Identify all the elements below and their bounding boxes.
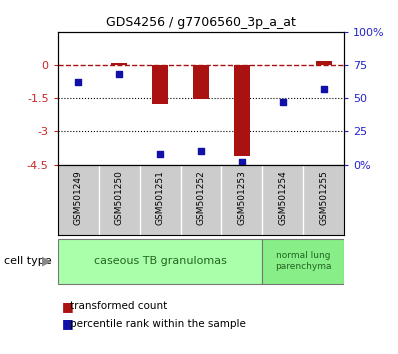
Text: GSM501251: GSM501251	[156, 170, 164, 225]
Point	[157, 151, 163, 157]
Text: GSM501250: GSM501250	[115, 170, 124, 225]
Bar	[316, 61, 332, 65]
Text: GSM501249: GSM501249	[74, 170, 83, 225]
Text: GSM501254: GSM501254	[278, 170, 287, 225]
Text: ■: ■	[62, 300, 74, 313]
Bar	[234, 65, 250, 156]
Text: cell type: cell type	[4, 256, 52, 266]
Bar	[193, 65, 209, 99]
Point	[321, 86, 327, 92]
Bar	[111, 63, 127, 65]
Text: ■: ■	[62, 318, 74, 330]
Bar	[58, 239, 262, 284]
Text: ▶: ▶	[42, 255, 51, 268]
Bar	[152, 65, 168, 104]
Text: normal lung
parenchyma: normal lung parenchyma	[275, 251, 332, 271]
Text: GSM501252: GSM501252	[197, 170, 205, 225]
Text: GSM501253: GSM501253	[238, 170, 246, 225]
Point	[75, 80, 81, 85]
Title: GDS4256 / g7706560_3p_a_at: GDS4256 / g7706560_3p_a_at	[106, 16, 296, 29]
Point	[116, 72, 122, 77]
Text: GSM501255: GSM501255	[319, 170, 328, 225]
Text: percentile rank within the sample: percentile rank within the sample	[70, 319, 246, 329]
Bar	[262, 239, 344, 284]
Text: transformed count: transformed count	[70, 301, 167, 311]
Point	[198, 149, 204, 154]
Point	[239, 159, 245, 165]
Text: caseous TB granulomas: caseous TB granulomas	[94, 256, 226, 266]
Point	[280, 99, 286, 105]
